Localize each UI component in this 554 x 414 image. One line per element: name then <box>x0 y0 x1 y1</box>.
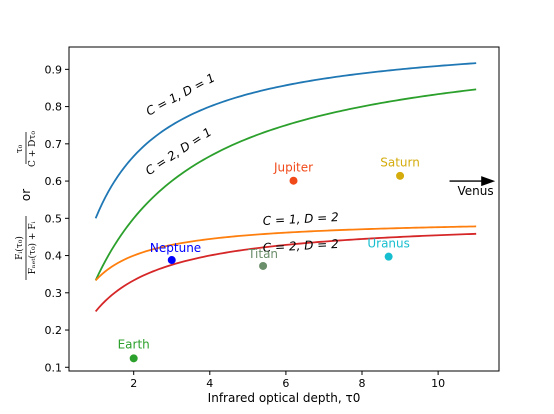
planet-label-neptune: Neptune <box>150 241 201 255</box>
series-line-3 <box>94 225 477 282</box>
y-tick-label: 0.3 <box>45 287 63 300</box>
curve-label: C = 1, D = 2 <box>262 210 339 228</box>
y-tick-label: 0.7 <box>45 138 63 151</box>
venus-arrow-head <box>481 176 496 187</box>
y-tick-label: 0.6 <box>45 175 63 188</box>
planet-point-uranus <box>384 252 393 261</box>
planet-label-earth: Earth <box>118 338 150 352</box>
y-tick-label: 0.4 <box>45 250 63 263</box>
x-tick-label: 2 <box>130 377 137 390</box>
x-tick-label: 6 <box>282 377 289 390</box>
curve-label: C = 2, D = 2 <box>262 237 339 255</box>
y-tick-label: 0.9 <box>45 63 63 76</box>
series-line-4 <box>94 232 477 312</box>
planet-label-jupiter: Jupiter <box>273 160 313 174</box>
series-line-1 <box>94 62 477 219</box>
planet-point-saturn <box>396 171 405 180</box>
y-tick-label: 0.5 <box>45 212 63 225</box>
x-axis-label: Infrared optical depth, τ0 <box>208 391 361 405</box>
planet-point-titan <box>259 261 268 270</box>
y-label-expr2-den: Fₙₑₜ(τ₀) + Fᵢ <box>27 221 38 274</box>
planet-label-uranus: Uranus <box>367 236 410 250</box>
y-label-expr1-num: τ₀ <box>15 144 25 153</box>
planet-label-saturn: Saturn <box>380 156 420 170</box>
planet-point-neptune <box>167 256 176 265</box>
series-line-2 <box>94 88 477 281</box>
planet-point-jupiter <box>289 176 298 185</box>
y-tick-label: 0.2 <box>45 324 63 337</box>
venus-label: Venus <box>458 184 494 198</box>
x-tick-label: 10 <box>431 377 445 390</box>
planet-label-titan: Titan <box>247 247 278 261</box>
y-tick-label: 0.1 <box>45 361 63 374</box>
y-label-or: or <box>19 189 33 201</box>
x-tick-label: 8 <box>359 377 366 390</box>
x-tick-label: 4 <box>206 377 213 390</box>
y-tick-label: 0.8 <box>45 101 63 114</box>
y-label-expr2-num: Fᵢ(τ₀) <box>14 236 25 260</box>
planet-point-earth <box>129 354 138 363</box>
axes-frame <box>68 46 500 372</box>
y-axis-label: τ₀ C + Dτ₀ or Fᵢ(τ₀) Fₙₑₜ(τ₀) + Fᵢ <box>14 131 38 280</box>
y-label-expr1-den: C + Dτ₀ <box>28 131 38 167</box>
